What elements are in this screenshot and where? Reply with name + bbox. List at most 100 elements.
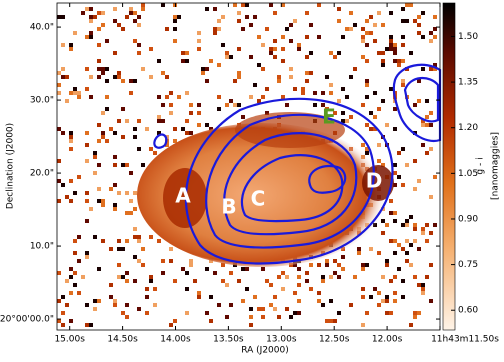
noise-pixel [405, 223, 409, 227]
noise-pixel [269, 283, 273, 287]
noise-pixel [325, 259, 329, 263]
noise-pixel [169, 323, 173, 327]
noise-pixel [109, 127, 113, 131]
noise-pixel [337, 7, 341, 11]
noise-pixel [433, 15, 437, 19]
noise-pixel [389, 47, 393, 51]
noise-pixel [97, 163, 101, 167]
noise-pixel [125, 315, 129, 319]
noise-pixel [69, 267, 73, 271]
noise-pixel [97, 199, 101, 203]
noise-pixel [389, 43, 393, 47]
noise-pixel [101, 23, 105, 27]
noise-pixel [225, 55, 229, 59]
colorbar-tick-label: 1.20 [458, 123, 478, 133]
noise-pixel [85, 191, 89, 195]
noise-pixel [157, 239, 161, 243]
noise-pixel [165, 27, 169, 31]
noise-pixel [189, 103, 193, 107]
noise-pixel [329, 319, 333, 323]
noise-pixel [93, 155, 97, 159]
noise-pixel [297, 299, 301, 303]
noise-pixel [209, 127, 213, 131]
noise-pixel [141, 247, 145, 251]
noise-pixel [277, 79, 281, 83]
noise-pixel [125, 15, 129, 19]
noise-pixel [409, 3, 413, 7]
noise-pixel [401, 35, 405, 39]
noise-pixel [161, 3, 165, 7]
noise-pixel [261, 267, 265, 271]
noise-pixel [201, 67, 205, 71]
noise-pixel [133, 11, 137, 15]
noise-pixel [309, 51, 313, 55]
noise-pixel [401, 223, 405, 227]
noise-pixel [329, 83, 333, 87]
noise-pixel [417, 23, 421, 27]
contour [184, 97, 394, 265]
noise-pixel [401, 183, 405, 187]
noise-pixel [69, 135, 73, 139]
noise-pixel [253, 15, 257, 19]
noise-pixel [249, 307, 253, 311]
noise-pixel [369, 31, 373, 35]
colorbar-tick-label: 1.35 [458, 78, 478, 88]
noise-pixel [401, 19, 405, 23]
noise-pixel [397, 267, 401, 271]
noise-pixel [177, 15, 181, 19]
noise-pixel [113, 303, 117, 307]
noise-pixel [393, 51, 397, 55]
noise-pixel [129, 211, 133, 215]
noise-pixel [97, 123, 101, 127]
noise-pixel [345, 119, 349, 123]
noise-pixel [165, 135, 169, 139]
noise-pixel [237, 103, 241, 107]
noise-pixel [341, 119, 345, 123]
noise-pixel [137, 235, 141, 239]
colorbar-tick-label: 0.75 [458, 260, 478, 270]
noise-pixel [361, 103, 365, 107]
noise-pixel [137, 307, 141, 311]
noise-pixel [401, 59, 405, 63]
noise-pixel [145, 287, 149, 291]
noise-pixel [173, 15, 177, 19]
noise-pixel [433, 35, 437, 39]
noise-pixel [73, 87, 77, 91]
noise-pixel [321, 103, 325, 107]
noise-pixel [89, 31, 93, 35]
noise-pixel [141, 263, 145, 267]
noise-pixel [305, 11, 309, 15]
noise-pixel [229, 303, 233, 307]
noise-pixel [73, 91, 77, 95]
noise-pixel [393, 183, 397, 187]
noise-pixel [369, 295, 373, 299]
noise-pixel [85, 199, 89, 203]
noise-pixel [341, 255, 345, 259]
noise-pixel [325, 107, 329, 111]
noise-pixel [69, 319, 73, 323]
noise-pixel [373, 287, 377, 291]
noise-pixel [361, 143, 365, 147]
noise-pixel [73, 191, 77, 195]
noise-pixel [421, 227, 425, 231]
noise-pixel [297, 47, 301, 51]
noise-pixel [121, 247, 125, 251]
noise-pixel [337, 311, 341, 315]
noise-pixel [245, 267, 249, 271]
noise-pixel [409, 51, 413, 55]
noise-pixel [205, 267, 209, 271]
noise-pixel [369, 111, 373, 115]
noise-pixel [117, 23, 121, 27]
noise-pixel [77, 291, 81, 295]
noise-pixel [137, 259, 141, 263]
noise-pixel [277, 315, 281, 319]
noise-pixel [369, 247, 373, 251]
noise-pixel [217, 303, 221, 307]
noise-pixel [149, 147, 153, 151]
noise-pixel [365, 59, 369, 63]
noise-pixel [149, 235, 153, 239]
noise-pixel [89, 35, 93, 39]
noise-pixel [321, 275, 325, 279]
noise-pixel [121, 163, 125, 167]
noise-pixel [217, 27, 221, 31]
